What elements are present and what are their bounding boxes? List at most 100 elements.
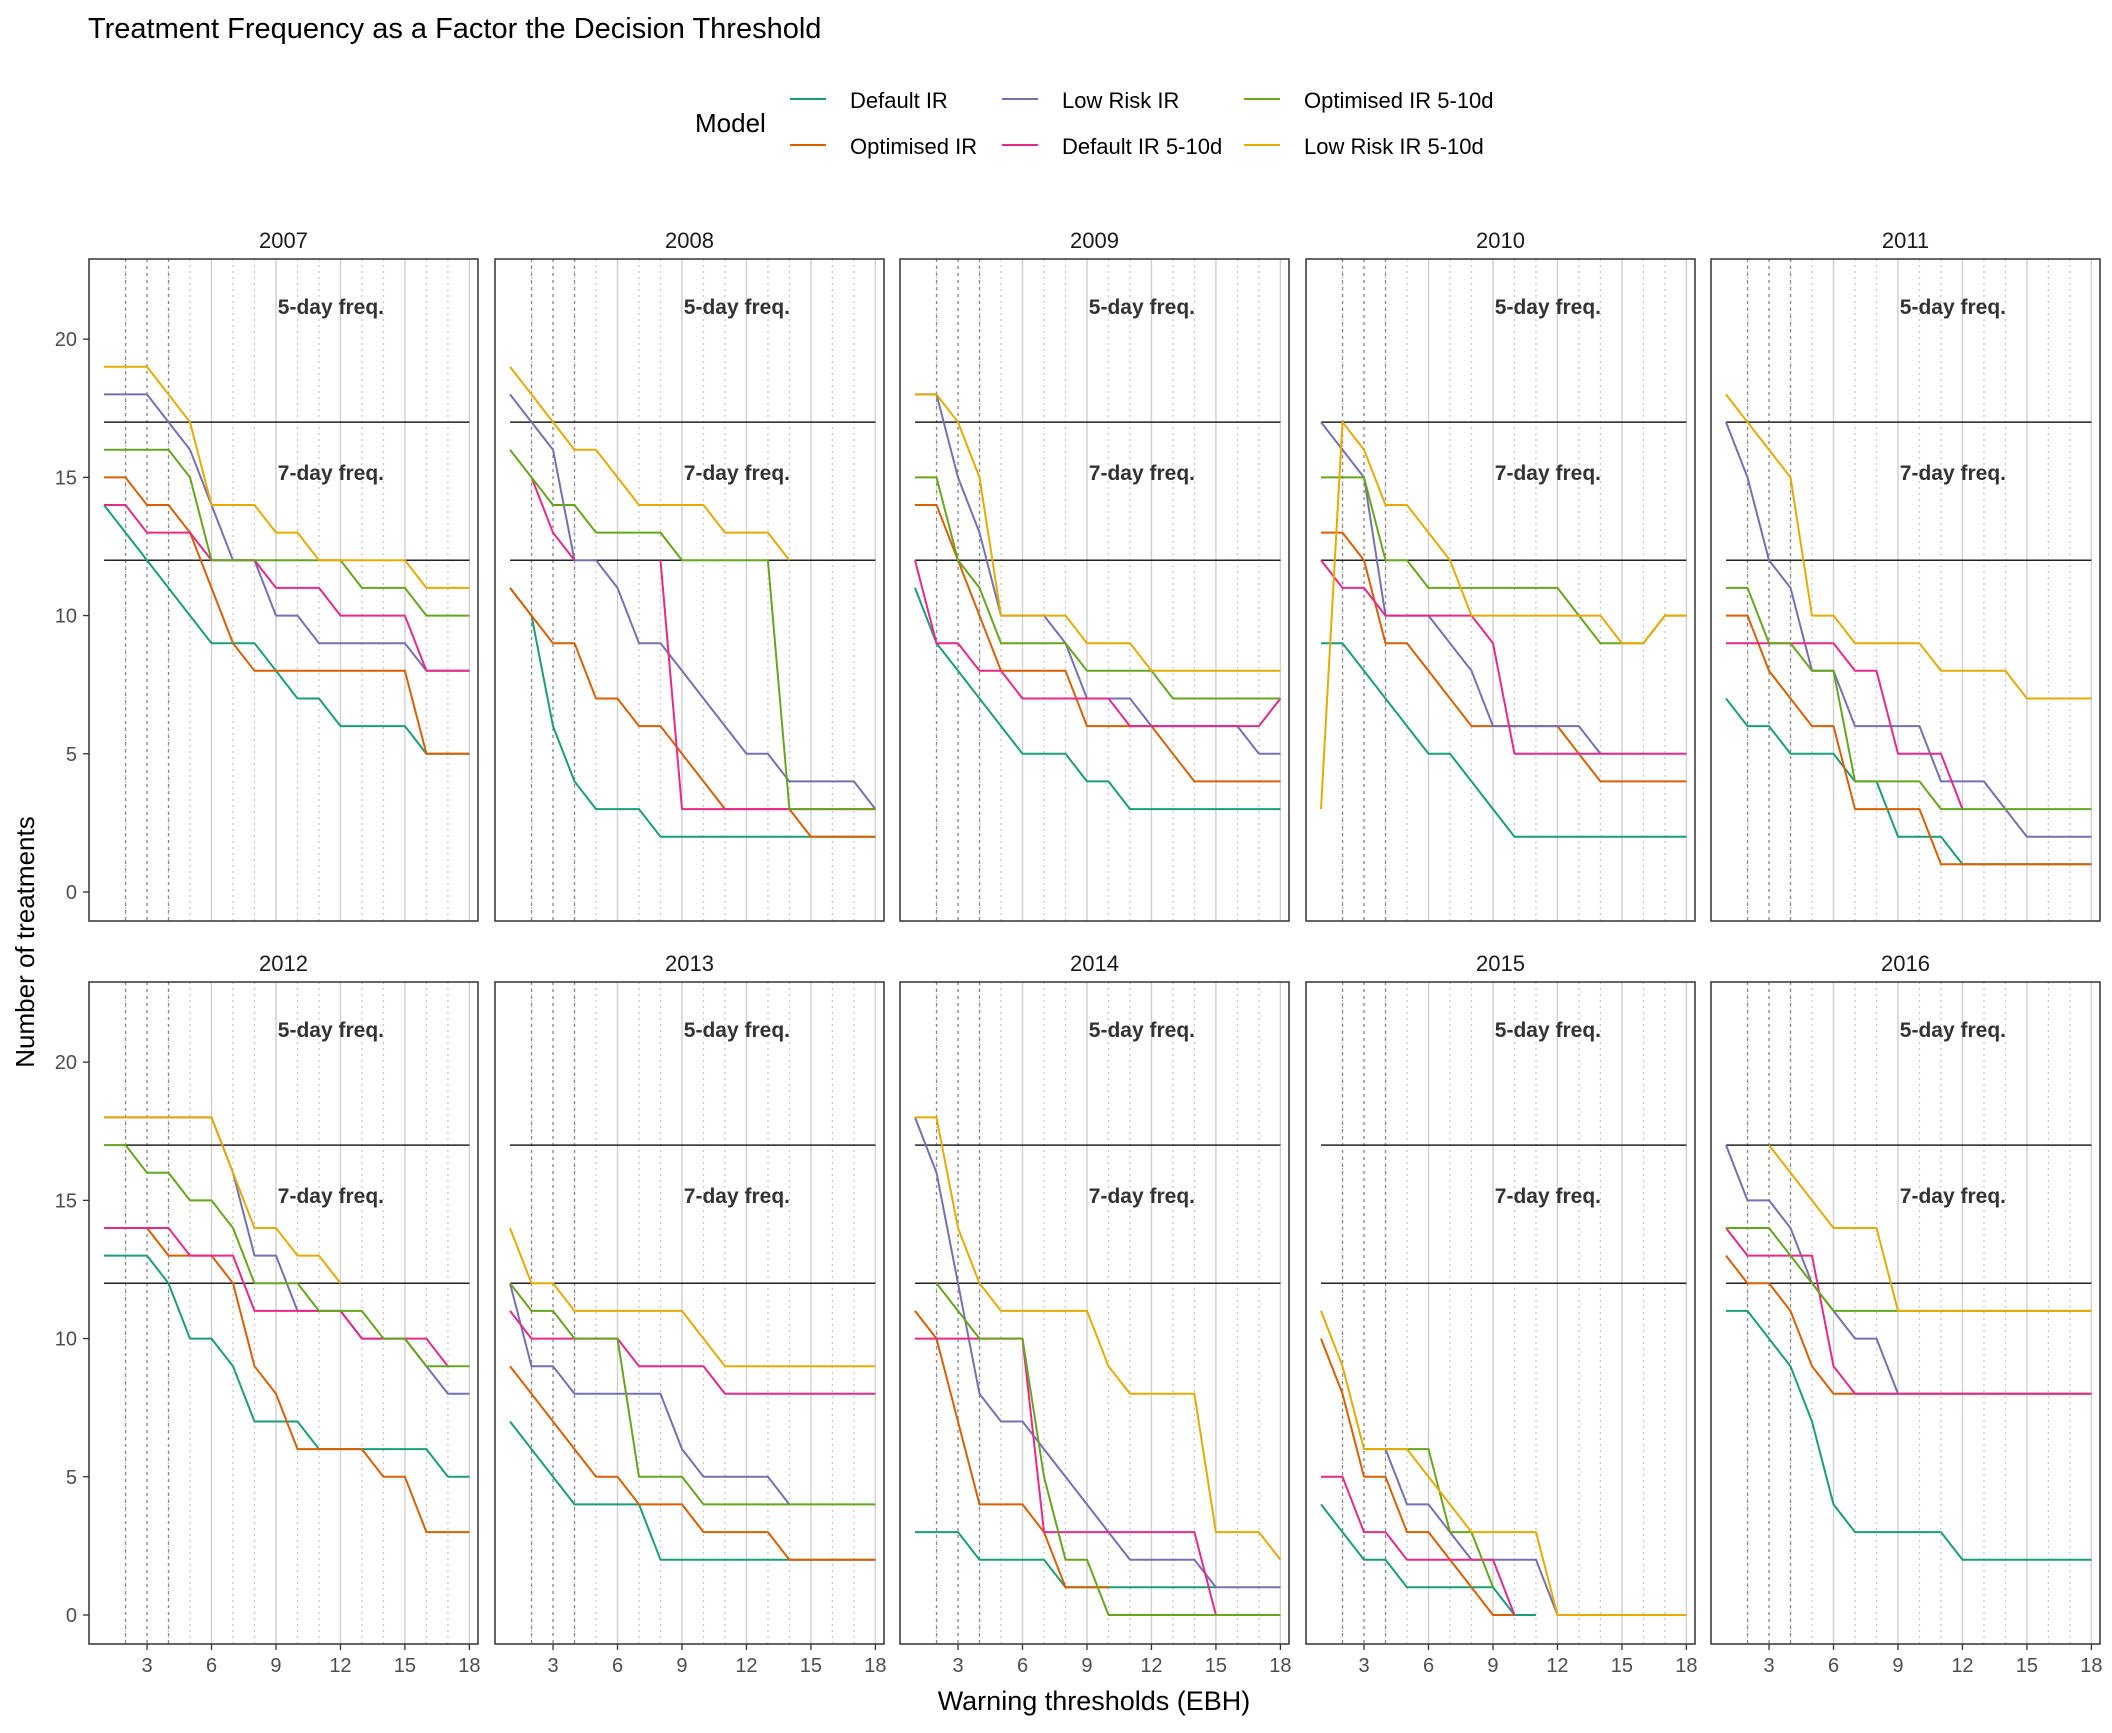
x-tick-label: 3 [1763,1655,1774,1677]
panel-border [494,981,885,1645]
series-line [509,587,876,838]
facet-panel: 2008 5-day freq. 7-day freq. [494,228,885,922]
facet-panel: 2009 5-day freq. 7-day freq. [899,228,1290,922]
legend-item: Default IR [790,88,948,113]
series-line [104,1144,470,1368]
panel-border [88,981,479,1645]
legend-label: Optimised IR [850,134,977,159]
chart-title: Treatment Frequency as a Factor the Deci… [88,13,821,45]
series-line [915,1116,1282,1561]
reference-label: 5-day freq. [1089,296,1195,319]
x-tick-label: 9 [270,1655,281,1677]
x-tick-label: 15 [800,1655,822,1677]
panel-border [1305,981,1696,1645]
legend-item: Optimised IR 5-10d [1244,88,1494,113]
reference-label: 5-day freq. [1495,296,1601,319]
facet-panel: 2007 5-day freq. 7-day freq. 0 5 10 15 20 [55,228,479,922]
panel-year-label: 2008 [665,228,714,253]
reference-label: 5-day freq. [684,1019,790,1042]
x-tick-label: 15 [1611,1655,1633,1677]
series-line [914,560,1282,728]
facet-panel: 2014 5-day freq. 7-day freq. 3 6 9 12 15 18 [899,951,1292,1677]
panel-year-label: 2016 [1881,951,1930,976]
series-line [104,476,470,755]
x-tick-label: 12 [1140,1655,1162,1677]
y-tick-label: 15 [55,1190,77,1212]
series-line [509,1283,791,1506]
series-line [104,365,470,589]
y-tick-label: 0 [66,1605,77,1627]
series-line [1321,1475,1516,1616]
x-tick-label: 12 [735,1655,757,1677]
x-tick-label: 6 [1423,1655,1434,1677]
series-line [1320,421,1687,810]
series-line [935,1282,1281,1616]
series-line [914,587,1281,811]
series-line [104,393,470,672]
series-line [1725,1227,2092,1395]
series-line [1726,1309,2092,1561]
series-line [1726,586,2092,811]
x-tick-label: 15 [1205,1655,1227,1677]
reference-label: 7-day freq. [1900,1185,2006,1208]
facet-panel: 2011 5-day freq. 7-day freq. [1710,228,2101,922]
y-axis-label: Number of treatments [10,816,40,1067]
x-tick-label: 18 [864,1655,886,1677]
legend-item: Low Risk IR 5-10d [1244,134,1484,159]
x-tick-label: 3 [952,1655,963,1677]
legend-item: Low Risk IR [1002,88,1179,113]
series-line [1321,642,1687,838]
panel-year-label: 2013 [665,951,714,976]
y-tick-label: 10 [55,606,77,628]
x-tick-label: 12 [1546,1655,1568,1677]
series-line [104,1254,470,1478]
y-tick-label: 20 [55,329,77,351]
series-line [509,393,877,810]
series-line [509,449,876,811]
x-tick-label: 12 [1951,1655,1973,1677]
panel-year-label: 2007 [259,228,308,253]
reference-label: 5-day freq. [278,296,384,319]
reference-label: 7-day freq. [1089,462,1195,485]
panel-year-label: 2014 [1070,951,1119,976]
x-tick-label: 9 [676,1655,687,1677]
panel-year-label: 2012 [259,951,308,976]
series-line [1320,559,1687,755]
x-tick-label: 15 [2016,1655,2038,1677]
legend-item: Default IR 5-10d [1002,134,1222,159]
series-line [509,587,876,838]
series-line [1320,1310,1687,1616]
series-line [509,1365,876,1561]
x-tick-label: 6 [612,1655,623,1677]
series-line [915,393,1281,672]
panel-border [494,258,885,922]
series-line [509,1227,876,1368]
reference-label: 7-day freq. [1900,462,2006,485]
series-line [104,1227,470,1534]
reference-label: 7-day freq. [1089,1185,1195,1208]
facet-panel: 2013 5-day freq. 7-day freq. 3 6 9 12 15 18 [494,951,887,1677]
legend-label: Optimised IR 5-10d [1304,88,1494,113]
series-line [509,1310,876,1395]
series-line [1321,531,1687,783]
x-tick-label: 3 [141,1655,152,1677]
series-line [914,1310,1109,1589]
x-tick-label: 9 [1892,1655,1903,1677]
x-tick-label: 18 [1675,1655,1697,1677]
panel-year-label: 2010 [1476,228,1525,253]
series-line [1726,614,2092,866]
reference-label: 7-day freq. [684,1185,790,1208]
series-line [1768,1144,2092,1312]
series-line [1725,421,2092,838]
series-line [1725,1254,2092,1395]
series-line [509,366,791,561]
x-tick-label: 6 [1828,1655,1839,1677]
facet-panels: 2007 5-day freq. 7-day freq. 0 5 10 15 20 2008 5-… [55,228,2103,1677]
series-line [1320,1338,1515,1616]
panel-border [88,258,479,922]
series-line [915,476,1281,700]
panel-border [899,981,1290,1645]
x-tick-label: 6 [206,1655,217,1677]
reference-label: 7-day freq. [684,462,790,485]
reference-label: 5-day freq. [1900,1019,2006,1042]
